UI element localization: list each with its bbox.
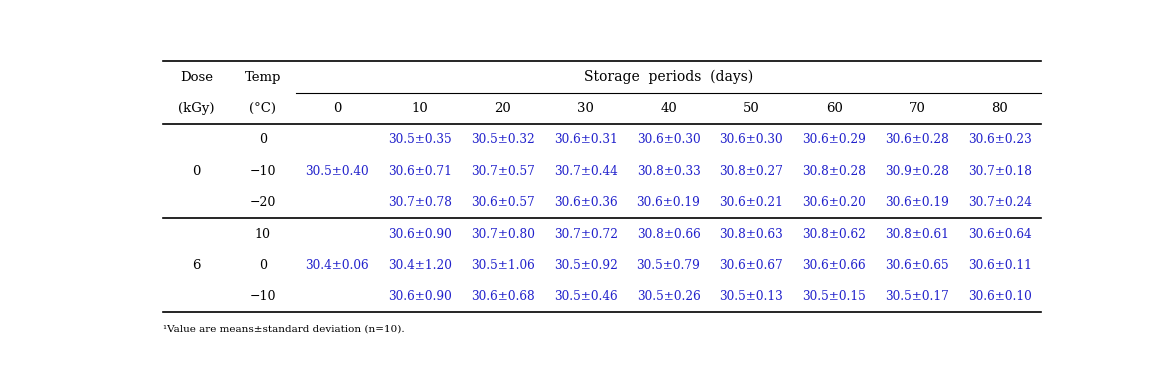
Text: 30.8±0.27: 30.8±0.27 [719,165,783,178]
Text: 30.8±0.61: 30.8±0.61 [885,227,949,241]
Text: 30.6±0.64: 30.6±0.64 [968,227,1032,241]
Text: 30.7±0.80: 30.7±0.80 [471,227,535,241]
Text: (kGy): (kGy) [178,102,215,115]
Text: 30.5±0.46: 30.5±0.46 [554,290,617,303]
Text: 10: 10 [411,102,429,115]
Text: 30.6±0.67: 30.6±0.67 [719,259,783,272]
Text: 30.9±0.28: 30.9±0.28 [885,165,949,178]
Text: 30.8±0.28: 30.8±0.28 [802,165,866,178]
Text: 30.7±0.24: 30.7±0.24 [968,196,1032,209]
Text: 30.5±0.15: 30.5±0.15 [802,290,866,303]
Text: 30: 30 [578,102,594,115]
Text: ¹Value are means±standard deviation (n=10).: ¹Value are means±standard deviation (n=1… [163,324,404,333]
Text: 30.7±0.18: 30.7±0.18 [968,165,1032,178]
Text: 30.6±0.68: 30.6±0.68 [471,290,535,303]
Text: 30.8±0.63: 30.8±0.63 [719,227,783,241]
Text: −20: −20 [250,196,275,209]
Text: 30.6±0.28: 30.6±0.28 [885,133,949,146]
Text: 20: 20 [495,102,511,115]
Text: 30.6±0.29: 30.6±0.29 [802,133,866,146]
Text: 30.5±0.79: 30.5±0.79 [637,259,701,272]
Text: 30.6±0.11: 30.6±0.11 [968,259,1032,272]
Text: 30.6±0.21: 30.6±0.21 [719,196,783,209]
Text: (°C): (°C) [249,102,277,115]
Text: 30.6±0.31: 30.6±0.31 [554,133,617,146]
Text: 30.7±0.78: 30.7±0.78 [388,196,452,209]
Text: 60: 60 [826,102,842,115]
Text: 80: 80 [991,102,1009,115]
Text: 0: 0 [259,259,266,272]
Text: 30.6±0.90: 30.6±0.90 [388,227,452,241]
Text: 30.5±0.26: 30.5±0.26 [637,290,701,303]
Text: 30.8±0.62: 30.8±0.62 [802,227,866,241]
Text: 30.6±0.30: 30.6±0.30 [719,133,783,146]
Text: 0: 0 [333,102,342,115]
Text: 30.5±0.35: 30.5±0.35 [388,133,452,146]
Text: 30.5±0.17: 30.5±0.17 [885,290,949,303]
Text: Dose: Dose [180,71,213,84]
Text: 30.6±0.30: 30.6±0.30 [637,133,701,146]
Text: 30.7±0.72: 30.7±0.72 [554,227,618,241]
Text: 30.6±0.65: 30.6±0.65 [885,259,949,272]
Text: 30.8±0.66: 30.8±0.66 [637,227,701,241]
Text: 30.6±0.90: 30.6±0.90 [388,290,452,303]
Text: 30.6±0.19: 30.6±0.19 [885,196,949,209]
Text: 30.4±1.20: 30.4±1.20 [388,259,452,272]
Text: 30.6±0.23: 30.6±0.23 [968,133,1032,146]
Text: 6: 6 [192,259,201,272]
Text: 30.6±0.36: 30.6±0.36 [554,196,617,209]
Text: Temp: Temp [244,71,281,84]
Text: 30.5±0.32: 30.5±0.32 [471,133,535,146]
Text: 30.6±0.19: 30.6±0.19 [637,196,701,209]
Text: 30.5±1.06: 30.5±1.06 [471,259,535,272]
Text: −10: −10 [250,290,275,303]
Text: 0: 0 [192,165,201,178]
Text: 30.5±0.13: 30.5±0.13 [719,290,783,303]
Text: 30.8±0.33: 30.8±0.33 [637,165,701,178]
Text: 30.6±0.71: 30.6±0.71 [388,165,452,178]
Text: 50: 50 [743,102,760,115]
Text: 0: 0 [259,133,266,146]
Text: 10: 10 [254,227,271,241]
Text: 30.6±0.10: 30.6±0.10 [968,290,1032,303]
Text: 30.6±0.66: 30.6±0.66 [803,259,866,272]
Text: 30.5±0.92: 30.5±0.92 [554,259,618,272]
Text: 30.7±0.57: 30.7±0.57 [471,165,535,178]
Text: 30.7±0.44: 30.7±0.44 [554,165,617,178]
Text: 30.4±0.06: 30.4±0.06 [306,259,370,272]
Text: −10: −10 [250,165,275,178]
Text: Storage  periods  (days): Storage periods (days) [584,70,753,84]
Text: 30.6±0.20: 30.6±0.20 [802,196,866,209]
Text: 40: 40 [660,102,677,115]
Text: 30.5±0.40: 30.5±0.40 [306,165,370,178]
Text: 30.6±0.57: 30.6±0.57 [471,196,535,209]
Text: 70: 70 [909,102,925,115]
